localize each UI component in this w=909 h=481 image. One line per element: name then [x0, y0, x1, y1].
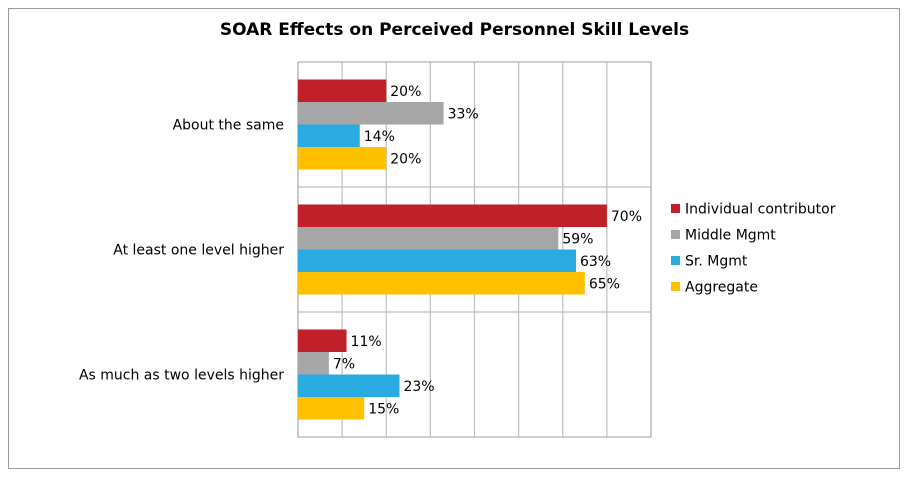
data-label: 70%: [611, 209, 642, 225]
legend-swatch: [671, 230, 680, 239]
data-label: 7%: [333, 356, 355, 372]
legend: Individual contributor Middle Mgmt Sr. Mgm…: [671, 202, 836, 296]
data-label: 63%: [580, 254, 611, 270]
data-label: 59%: [562, 231, 593, 247]
bar: [298, 397, 365, 420]
data-label: 33%: [448, 106, 479, 122]
bar: [298, 374, 400, 397]
bar: [298, 147, 387, 170]
chart-title: SOAR Effects on Perceived Personnel Skil…: [219, 20, 690, 40]
category-label: About the same: [173, 118, 284, 134]
bar: [298, 79, 387, 102]
bar: [298, 352, 329, 375]
bars: 20% 33% 14% 20% 70% 59% 63% 65% 11% 7% 23%15%: [298, 79, 642, 420]
category-label: At least one level higher: [113, 243, 284, 259]
bar: [298, 272, 585, 295]
legend-label: Aggregate: [685, 280, 758, 296]
legend-label: Sr. Mgmt: [685, 254, 748, 270]
bar: [298, 227, 559, 250]
bar: [298, 102, 444, 125]
bar: [298, 204, 607, 227]
legend-swatch: [671, 204, 680, 213]
data-label: 15%: [368, 401, 399, 417]
category-label: As much as two levels higher: [79, 368, 284, 384]
bar: [298, 249, 576, 272]
legend-swatch: [671, 282, 680, 291]
legend-label: Middle Mgmt: [685, 228, 776, 244]
bar: [298, 329, 347, 352]
category-labels: About the same At least one level higher A…: [79, 118, 284, 384]
data-label: 23%: [403, 379, 434, 395]
data-label: 20%: [390, 84, 421, 100]
data-label: 14%: [364, 129, 395, 145]
data-label: 11%: [351, 334, 382, 350]
data-label: 20%: [390, 151, 421, 167]
legend-label: Individual contributor: [685, 202, 836, 218]
data-label: 65%: [589, 276, 620, 292]
legend-swatch: [671, 256, 680, 265]
bar: [298, 124, 360, 147]
